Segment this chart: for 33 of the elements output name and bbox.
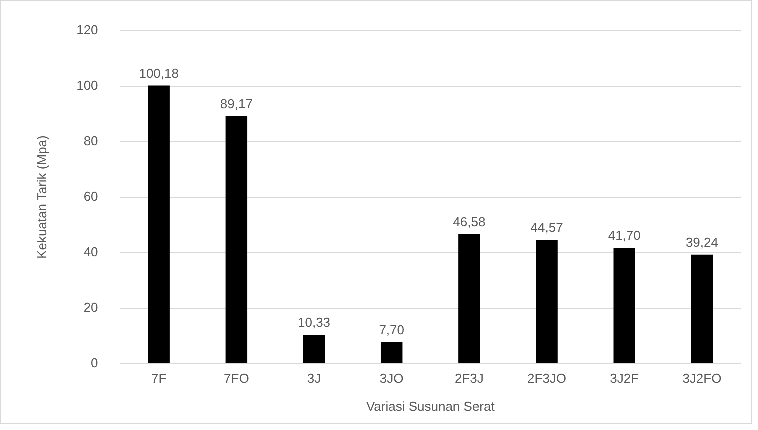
y-axis-title: Kekuatan Tarik (Mpa)	[34, 136, 50, 259]
data-label: 41,70	[608, 228, 641, 244]
data-label: 10,33	[298, 315, 331, 330]
bar	[458, 234, 480, 364]
bar	[536, 240, 558, 364]
x-tick-label: 2F3J	[454, 371, 484, 386]
bar	[226, 116, 248, 364]
bar	[614, 248, 636, 364]
y-tick-label: 0	[91, 355, 98, 370]
data-label: 100,18	[139, 66, 179, 81]
x-tick-label: 3J	[307, 371, 322, 386]
bar	[148, 86, 170, 364]
data-label: 46,58	[453, 214, 486, 230]
x-axis-title: Variasi Susunan Serat	[366, 398, 496, 414]
y-tick-label: 60	[84, 188, 98, 204]
x-tick-label: 3J2FO	[682, 371, 722, 386]
data-label: 89,17	[220, 96, 253, 112]
x-tick-label: 2F3JO	[528, 371, 567, 386]
x-tick-label: 7F	[152, 371, 167, 386]
data-label: 39,24	[686, 234, 718, 250]
data-label: 7,70	[379, 322, 405, 338]
y-tick-label: 40	[84, 244, 98, 260]
y-tick-label: 80	[84, 133, 98, 148]
y-tick-label: 120	[76, 22, 98, 38]
x-tick-label: 3JO	[380, 371, 404, 386]
y-tick-label: 100	[76, 78, 98, 93]
bar	[303, 335, 326, 364]
bar	[691, 254, 714, 364]
x-tick-label: 7FO	[224, 371, 250, 386]
data-label: 44,57	[530, 220, 564, 236]
x-tick-label: 3J2F	[610, 371, 640, 386]
bar	[380, 342, 403, 364]
y-tick-label: 20	[84, 300, 98, 315]
